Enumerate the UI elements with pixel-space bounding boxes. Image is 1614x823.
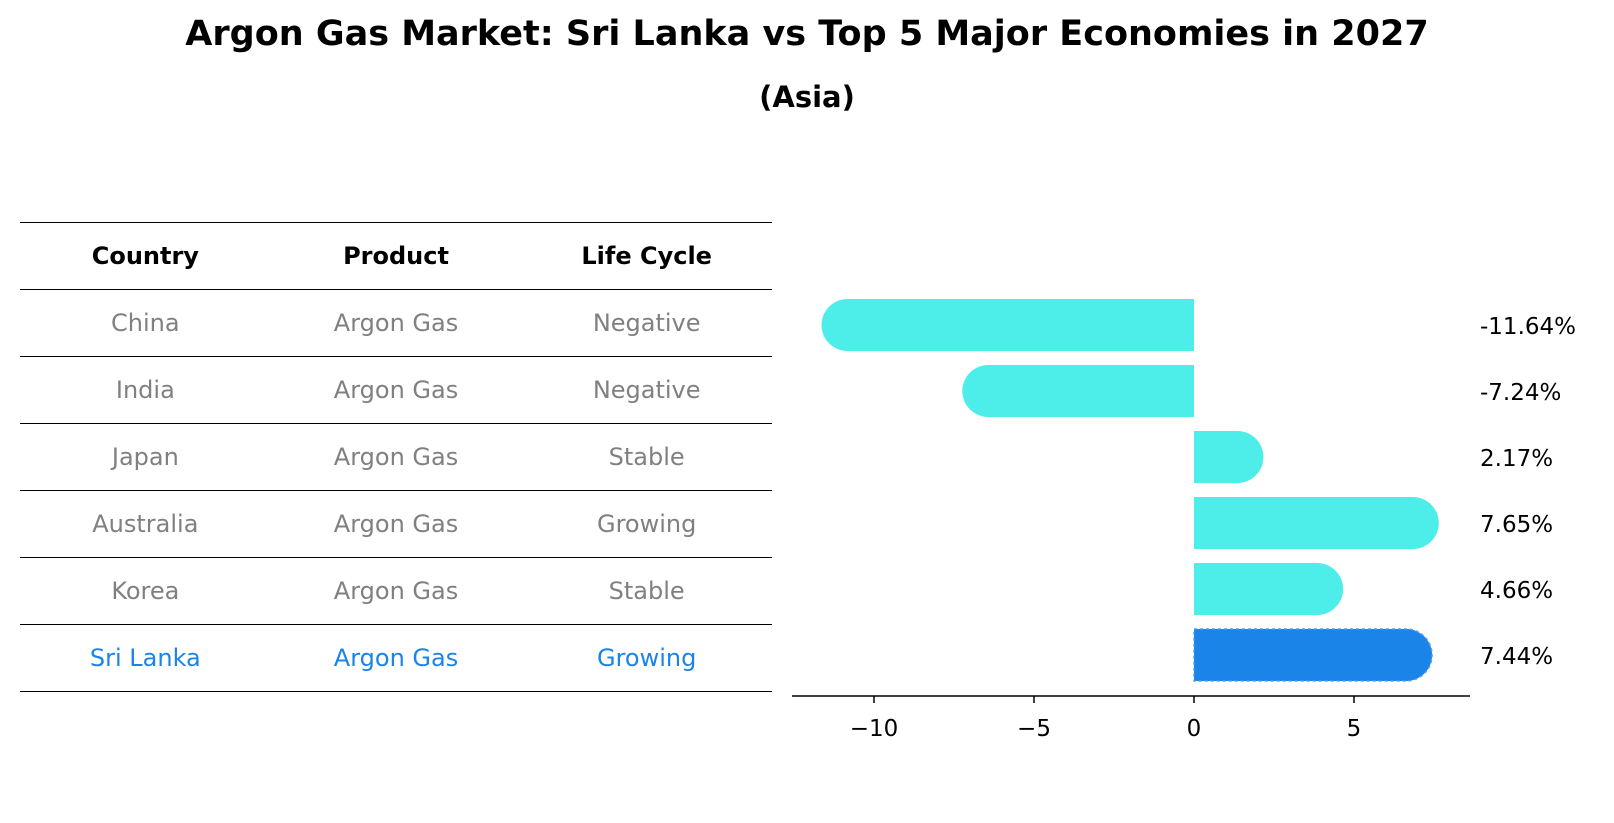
x-tick-label: 0 (1187, 716, 1202, 742)
bar-value-label: 7.44% (1480, 644, 1553, 670)
bar-korea (1194, 563, 1344, 615)
product-cell: Argon Gas (333, 443, 459, 471)
table-row: Japan Argon Gas Stable (20, 424, 772, 491)
bar-india (962, 365, 1194, 417)
country-cell: India (115, 376, 175, 404)
bar-japan (1194, 431, 1264, 483)
bar-value-label: 7.65% (1480, 512, 1553, 538)
life-cycle-cell: Growing (596, 644, 697, 672)
chart-title: Argon Gas Market: Sri Lanka vs Top 5 Maj… (185, 14, 1429, 54)
product-cell: Argon Gas (333, 376, 459, 404)
table-row-highlight: Sri Lanka Argon Gas Growing (20, 625, 772, 692)
bar-value-label: 2.17% (1480, 446, 1553, 472)
bar-china (821, 299, 1194, 351)
x-tick-label: −5 (1017, 716, 1051, 742)
header-product: Product (343, 242, 449, 270)
bar-sri-lanka (1193, 628, 1433, 682)
bar-value-label: -11.64% (1480, 314, 1576, 340)
x-tick-label: −10 (850, 716, 899, 742)
x-tick-label: 5 (1347, 716, 1362, 742)
country-cell: Japan (111, 443, 179, 471)
product-cell: Argon Gas (333, 577, 459, 605)
header-country: Country (91, 242, 199, 270)
life-cycle-cell: Negative (592, 376, 701, 404)
header-life-cycle: Life Cycle (581, 242, 712, 270)
product-cell: Argon Gas (333, 644, 459, 672)
bar-australia (1194, 497, 1439, 549)
bar-value-label: 4.66% (1480, 578, 1553, 604)
life-cycle-cell: Stable (608, 577, 685, 605)
life-cycle-cell: Negative (592, 309, 701, 337)
product-cell: Argon Gas (333, 309, 459, 337)
table-row: China Argon Gas Negative (20, 290, 772, 357)
life-cycle-cell: Stable (608, 443, 685, 471)
table-row: India Argon Gas Negative (20, 357, 772, 424)
country-cell: China (111, 309, 180, 337)
country-table: Country Product Life Cycle China Argon G… (20, 222, 772, 692)
product-cell: Argon Gas (333, 510, 459, 538)
chart-subtitle: (Asia) (759, 80, 855, 114)
table-row: Australia Argon Gas Growing (20, 491, 772, 558)
table-row: Korea Argon Gas Stable (20, 558, 772, 625)
life-cycle-cell: Growing (596, 510, 697, 538)
country-cell: Sri Lanka (89, 644, 201, 672)
bar-value-label: -7.24% (1480, 380, 1561, 406)
country-cell: Australia (92, 510, 199, 538)
country-cell: Korea (111, 577, 180, 605)
table-header-row: Country Product Life Cycle (20, 222, 772, 290)
